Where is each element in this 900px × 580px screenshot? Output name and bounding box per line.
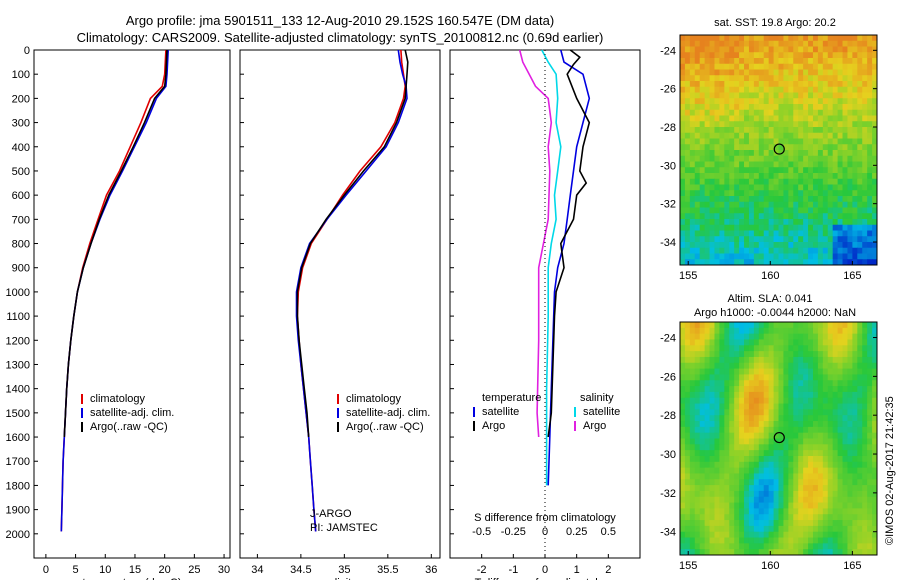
- temperature-xlabel: temperature (deg C): [82, 577, 181, 580]
- sla_map-ytick-label: -26: [660, 371, 676, 383]
- depth-tick-label: 1100: [6, 311, 30, 323]
- salinity-xtick-label: 35.5: [377, 564, 398, 576]
- sla_map-ytick-label: -34: [660, 527, 676, 539]
- sst_map-xtick-label: 160: [761, 270, 779, 282]
- salinity-xtick-label: 35: [338, 564, 350, 576]
- difference-s-tick-label: -0.25: [501, 526, 526, 538]
- temperature-xtick-label: 0: [43, 564, 49, 576]
- salinity-legend-label: Argo(..raw -QC): [346, 421, 424, 433]
- difference-legend-title: salinity: [580, 392, 614, 404]
- depth-tick-label: 600: [12, 190, 30, 202]
- temperature-legend-label: Argo(..raw -QC): [90, 421, 168, 433]
- salinity-xtick-label: 36: [425, 564, 437, 576]
- sst_map-ytick-label: -30: [660, 160, 676, 172]
- temperature-xtick-label: 25: [188, 564, 200, 576]
- temperature-frame: [33, 49, 231, 559]
- difference-legend-label: satellite: [482, 406, 519, 418]
- temperature-xtick-label: 10: [99, 564, 111, 576]
- temperature-xtick-label: 30: [218, 564, 230, 576]
- depth-tick-label: 1900: [6, 505, 30, 517]
- salinity-xtick-label: 34.5: [290, 564, 311, 576]
- difference-s-tick-label: 0.25: [566, 526, 587, 538]
- sst_map-ytick-label: -28: [660, 122, 676, 134]
- salinity-xlabel: salinity: [323, 577, 357, 580]
- depth-tick-label: 1500: [6, 408, 30, 420]
- sla_map-xtick-label: 160: [761, 560, 779, 572]
- depth-tick-label: 900: [12, 263, 30, 275]
- difference-xtick-label: 2: [605, 564, 611, 576]
- sla_map-xtick-label: 165: [843, 560, 861, 572]
- difference-xtick-label: 1: [574, 564, 580, 576]
- difference-legend-label: satellite: [583, 406, 620, 418]
- difference-series-2: [541, 49, 562, 486]
- sla-map-title-1: Altim. SLA: 0.041: [728, 293, 813, 305]
- temperature-xtick-label: 5: [73, 564, 79, 576]
- sst_map-xtick-label: 155: [679, 270, 697, 282]
- sla-map-title-2: Argo h1000: -0.0044 h2000: NaN: [694, 307, 856, 319]
- salinity-legend-label: climatology: [346, 393, 402, 405]
- sla_map-ytick-label: -28: [660, 410, 676, 422]
- salinity-annotation-1: J-ARGO: [310, 508, 352, 520]
- difference-xtick-label: 0: [542, 564, 548, 576]
- depth-tick-label: 1400: [6, 384, 30, 396]
- sla_map-xtick-label: 155: [679, 560, 697, 572]
- difference-s-tick-label: 0: [542, 526, 548, 538]
- sst_map-xtick-label: 165: [843, 270, 861, 282]
- depth-tick-label: 400: [12, 142, 30, 154]
- salinity-xtick-label: 34: [251, 564, 263, 576]
- difference-legend-title: temperature: [482, 392, 541, 404]
- difference-s-tick-label: -0.5: [472, 526, 491, 538]
- sst_map-ytick-label: -26: [660, 84, 676, 96]
- depth-tick-label: 500: [12, 166, 30, 178]
- difference-xlabel2: S difference from climatology: [474, 512, 616, 524]
- sla_map-ytick-label: -24: [660, 333, 676, 345]
- difference-xlabel: T difference from climatology: [475, 577, 616, 580]
- sst_map-ytick-label: -24: [660, 45, 676, 57]
- depth-tick-label: 1700: [6, 456, 30, 468]
- sst-map-title: sat. SST: 19.8 Argo: 20.2: [714, 17, 836, 29]
- sla_map-heatmap-cells: [680, 322, 878, 556]
- sla_map-argo-marker: [773, 431, 785, 444]
- depth-tick-label: 1600: [6, 432, 30, 444]
- imos-timestamp: ©IMOS 02-Aug-2017 21:42:35: [884, 396, 896, 545]
- sst_map-frame: [679, 34, 878, 266]
- depth-tick-label: 1300: [6, 359, 30, 371]
- depth-tick-label: 300: [12, 118, 30, 130]
- sst_map-argo-marker: [773, 143, 785, 155]
- figure-title-line2: Climatology: CARS2009. Satellite-adjuste…: [76, 30, 604, 45]
- sla_map-frame: [679, 321, 878, 556]
- depth-tick-label: 200: [12, 93, 30, 105]
- depth-tick-label: 700: [12, 214, 30, 226]
- difference-legend-label: Argo: [583, 420, 606, 432]
- difference-legend-label: Argo: [482, 420, 505, 432]
- depth-tick-label: 1000: [6, 287, 30, 299]
- temperature-xtick-label: 15: [129, 564, 141, 576]
- temperature-legend-label: climatology: [90, 393, 146, 405]
- difference-s-tick-label: 0.5: [601, 526, 616, 538]
- sst_map-ytick-label: -32: [660, 199, 676, 211]
- sla_map-ytick-label: -32: [660, 488, 676, 500]
- depth-tick-label: 800: [12, 239, 30, 251]
- sla_map-ytick-label: -30: [660, 449, 676, 461]
- difference-series-1: [547, 49, 591, 438]
- salinity-legend-label: satellite-adj. clim.: [346, 407, 430, 419]
- salinity-series-2: [296, 49, 409, 438]
- sst_map-heatmap-cells: [680, 35, 878, 266]
- temperature-legend-label: satellite-adj. clim.: [90, 407, 174, 419]
- difference-xtick-label: -1: [508, 564, 518, 576]
- difference-xtick-label: -2: [477, 564, 487, 576]
- depth-tick-label: 1800: [6, 480, 30, 492]
- depth-tick-label: 2000: [6, 529, 30, 541]
- salinity-frame: [239, 49, 441, 559]
- salinity-annotation-2: PI: JAMSTEC: [310, 522, 378, 534]
- temperature-series-2: [63, 49, 168, 438]
- depth-tick-label: 0: [24, 45, 30, 57]
- temperature-xtick-label: 20: [159, 564, 171, 576]
- sst_map-ytick-label: -34: [660, 237, 676, 249]
- depth-tick-label: 1200: [6, 335, 30, 347]
- difference-series-3: [518, 49, 553, 438]
- depth-tick-label: 100: [12, 69, 30, 81]
- figure-title-line1: Argo profile: jma 5901511_133 12-Aug-201…: [125, 13, 555, 28]
